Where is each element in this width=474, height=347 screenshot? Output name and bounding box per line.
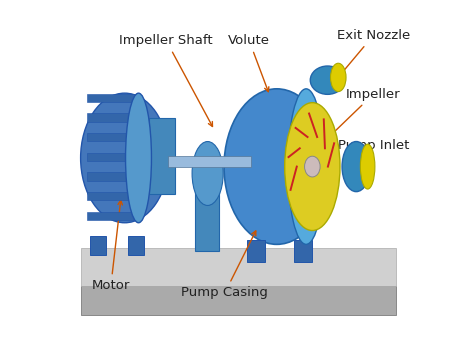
Bar	[87, 172, 137, 181]
Bar	[87, 113, 137, 122]
Text: Pump Casing: Pump Casing	[182, 231, 268, 299]
Ellipse shape	[224, 89, 329, 244]
Bar	[87, 94, 137, 102]
Bar	[195, 186, 219, 251]
Text: Exit Nozzle: Exit Nozzle	[337, 29, 410, 75]
Polygon shape	[82, 286, 396, 315]
Text: Impeller Shaft: Impeller Shaft	[119, 34, 213, 127]
Bar	[87, 153, 137, 161]
Bar	[90, 236, 106, 255]
Ellipse shape	[288, 89, 324, 244]
Bar	[294, 240, 312, 262]
Ellipse shape	[310, 66, 345, 94]
Bar	[168, 155, 251, 167]
Ellipse shape	[192, 142, 223, 205]
Text: Pump Inlet: Pump Inlet	[338, 139, 409, 161]
Ellipse shape	[126, 93, 152, 223]
Bar	[149, 118, 175, 194]
Bar	[87, 133, 137, 141]
Text: Volute: Volute	[228, 34, 270, 92]
Ellipse shape	[285, 103, 340, 230]
Bar	[247, 240, 265, 262]
Ellipse shape	[81, 93, 169, 223]
Ellipse shape	[330, 63, 346, 92]
Text: Impeller: Impeller	[328, 87, 401, 138]
Ellipse shape	[305, 156, 320, 177]
Bar	[87, 192, 137, 201]
Text: Motor: Motor	[91, 200, 130, 292]
Ellipse shape	[342, 142, 370, 192]
Bar	[128, 236, 144, 255]
Polygon shape	[82, 248, 396, 286]
Ellipse shape	[360, 144, 375, 189]
Bar	[87, 212, 137, 220]
